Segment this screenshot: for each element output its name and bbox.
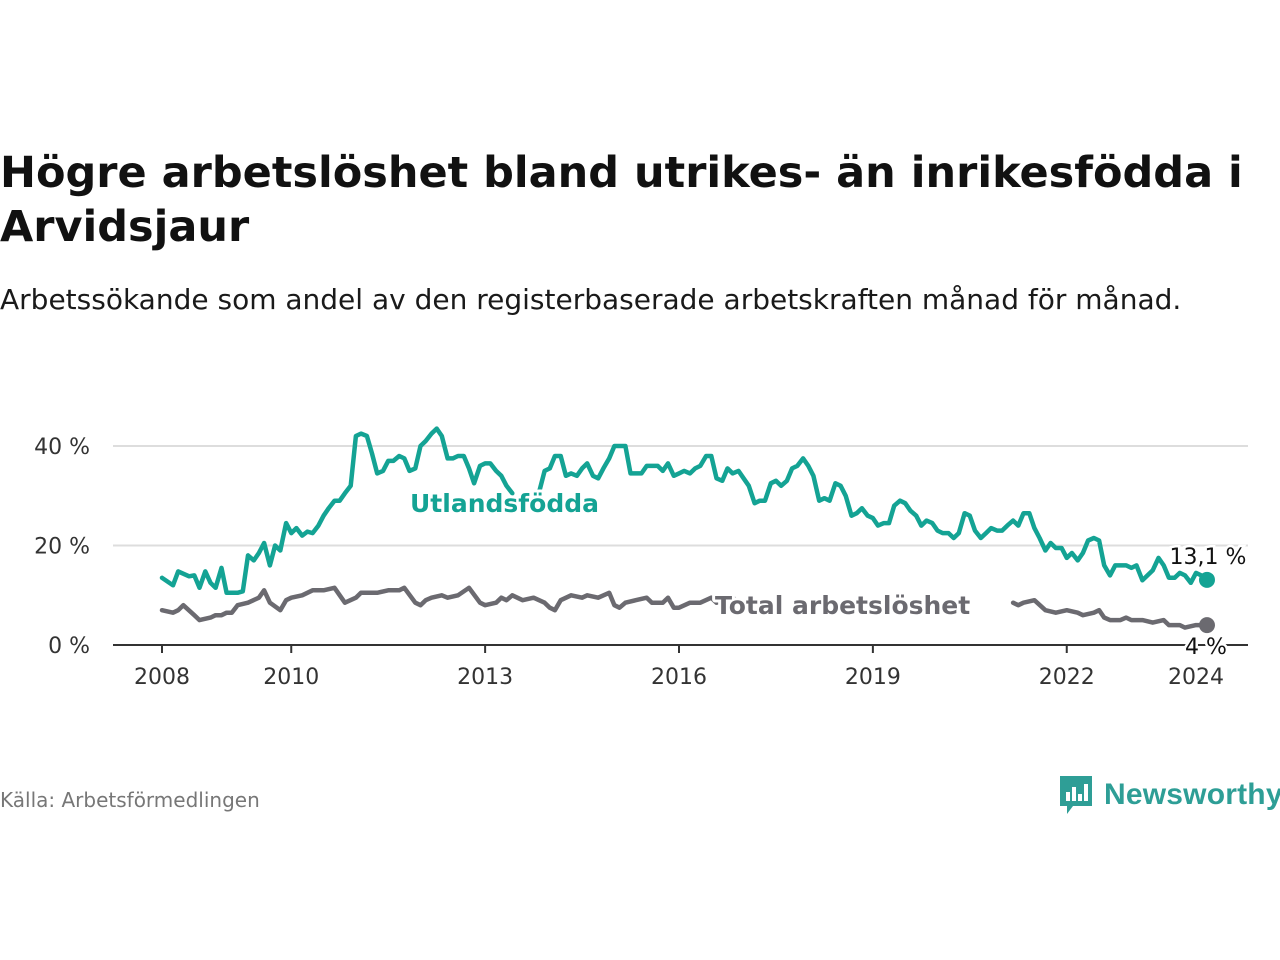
x-tick-label: 2016 <box>651 665 707 690</box>
y-tick-label: 0 % <box>48 634 90 659</box>
series-line-total <box>159 585 752 623</box>
y-tick-label: 40 % <box>34 435 90 460</box>
chart-subtitle: Arbetssökande som andel av den registerb… <box>0 283 1182 316</box>
x-tick-label: 2019 <box>845 665 901 690</box>
x-tick-label: 2008 <box>134 665 190 690</box>
brand-name: Newsworthy <box>1104 778 1280 811</box>
source-note: Källa: Arbetsförmedlingen <box>0 788 260 812</box>
x-axis: 2008 2010 2013 2016 2019 2022 2024 <box>113 644 1248 690</box>
y-axis: 0 % 20 % 40 % <box>34 435 90 659</box>
x-tick-label: 2022 <box>1039 665 1095 690</box>
series-lines <box>159 426 1215 634</box>
end-label-total: 4 % <box>1185 635 1227 660</box>
x-tick-label: 2010 <box>263 665 319 690</box>
x-tick-label: 2024 <box>1168 665 1224 690</box>
line-chart: 0 % 20 % 40 % 2008 2010 2013 2016 2019 2022 2024… <box>34 426 1249 690</box>
newsworthy-logo-icon <box>1060 776 1092 814</box>
x-tick-label: 2013 <box>457 665 513 690</box>
series-line-foreign <box>159 426 1210 596</box>
chart-title: Högre arbetslöshet bland utrikes- än inr… <box>0 148 1243 252</box>
end-point-foreign <box>1198 571 1215 588</box>
end-point-total <box>1198 617 1215 634</box>
end-label-foreign: 13,1 % <box>1170 545 1247 570</box>
y-tick-label: 20 % <box>34 535 90 560</box>
brand-logo[interactable]: Newsworthy <box>1058 772 1280 818</box>
series-line-total <box>1010 597 1210 630</box>
series-label-total: Total arbetslöshet <box>715 591 970 620</box>
gridlines <box>113 445 1248 547</box>
series-label-foreign: Utlandsfödda <box>410 489 599 518</box>
series-labels: Utlandsfödda Total arbetslöshet 13,1 % 4 % <box>407 486 1249 663</box>
